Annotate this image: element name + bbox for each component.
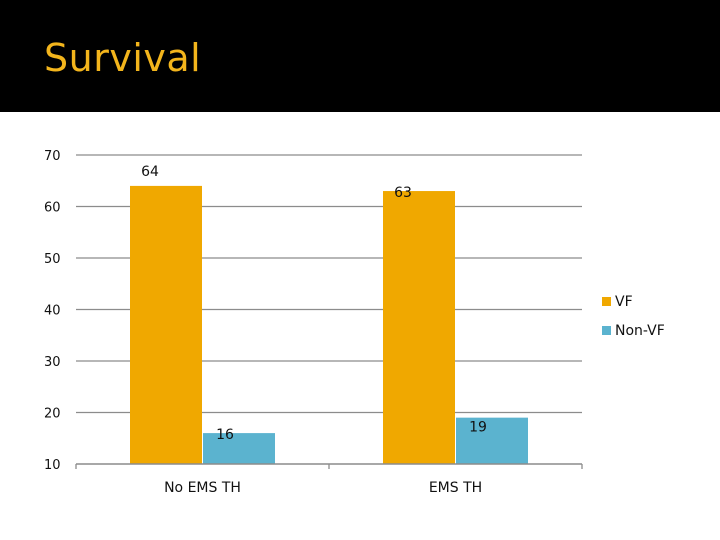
y-tick-label: 60 <box>44 201 61 216</box>
bar-vf <box>383 191 455 465</box>
x-tick-label: EMS TH <box>429 480 482 496</box>
data-label: 19 <box>469 420 487 436</box>
legend: VF Non-VF <box>602 294 665 339</box>
legend-label: VF <box>615 294 633 310</box>
data-label: 64 <box>141 164 159 180</box>
legend-swatch <box>602 326 611 335</box>
y-tick-label: 30 <box>44 355 61 370</box>
x-tick-label: No EMS TH <box>164 480 241 496</box>
bars <box>130 185 528 465</box>
data-label: 16 <box>216 427 234 443</box>
y-axis-ticks: 10 20 30 40 50 60 70 <box>44 149 61 473</box>
bar-vf <box>130 185 202 464</box>
x-axis: No EMS TH EMS TH <box>75 463 583 496</box>
y-tick-label: 40 <box>44 304 61 319</box>
y-tick-label: 20 <box>44 407 61 422</box>
legend-swatch <box>602 297 611 306</box>
bar-non-vf <box>203 433 275 464</box>
data-label: 63 <box>394 185 412 201</box>
legend-label: Non-VF <box>615 323 665 339</box>
title-band <box>0 0 720 112</box>
page-title: Survival <box>44 36 202 80</box>
y-tick-label: 10 <box>44 458 61 473</box>
data-labels: 64 16 63 19 <box>141 164 487 443</box>
bar-non-vf <box>456 417 528 464</box>
y-tick-label: 70 <box>44 149 61 164</box>
y-tick-label: 50 <box>44 252 61 267</box>
